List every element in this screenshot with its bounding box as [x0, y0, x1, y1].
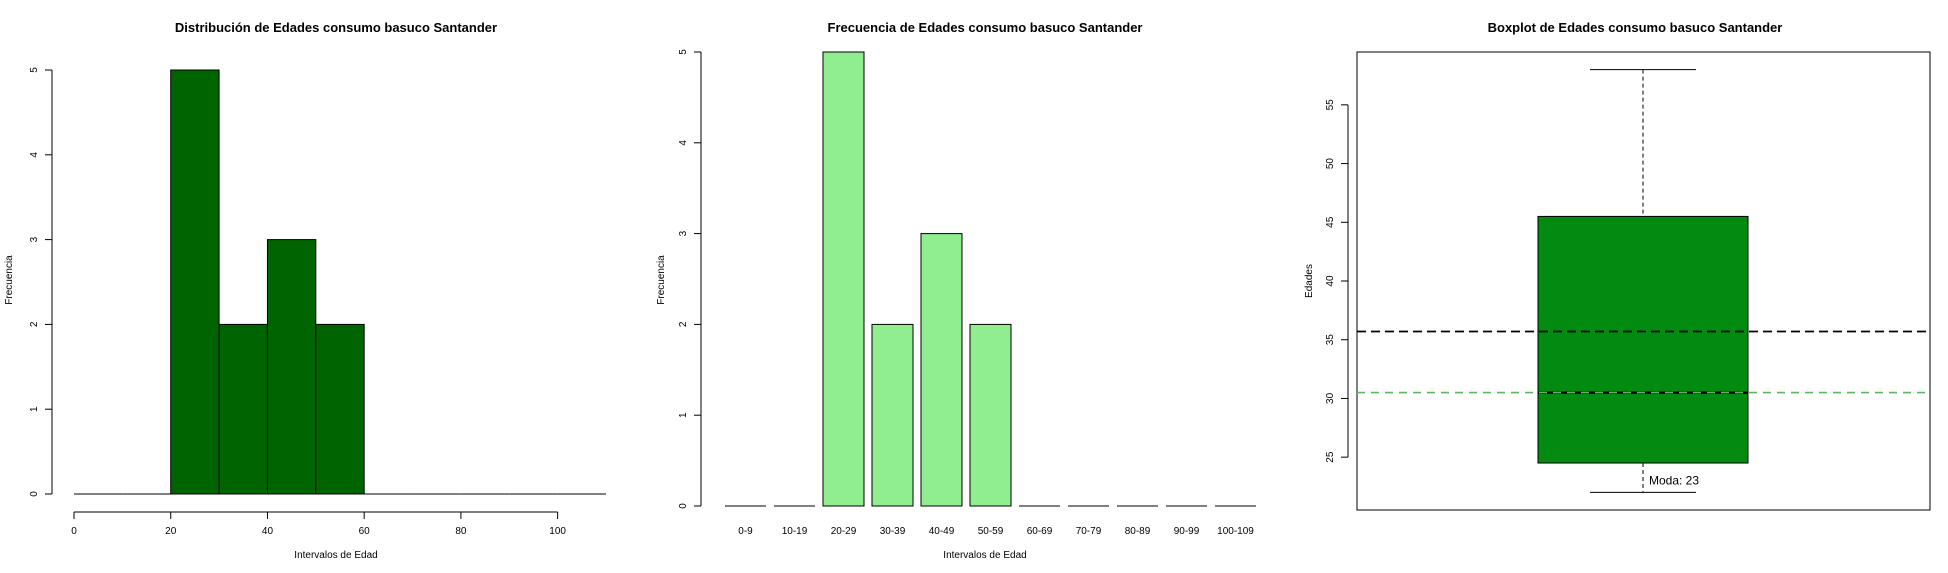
- histogram-axes: 0 20 40 60 80 100 0 1 2 3 4 5: [29, 67, 566, 537]
- boxplot-ylabel: Edades: [1304, 264, 1315, 298]
- histogram-bar: [315, 323, 365, 495]
- barplot-xlabel: Intervalos de Edad: [943, 550, 1026, 561]
- barplot-x-tick-label: 50-59: [978, 526, 1004, 537]
- boxplot-frame: [1356, 51, 1931, 511]
- histogram-x-tick-label: 60: [359, 526, 371, 537]
- barplot-x-tick-label: 100-109: [1217, 526, 1254, 537]
- histogram-chart: Distribución de Edades consumo basuco Sa…: [4, 20, 606, 561]
- barplot-x-tick-label: 60-69: [1027, 526, 1053, 537]
- histogram-bar: [170, 69, 220, 495]
- barplot-x-tick-label: 40-49: [929, 526, 955, 537]
- histogram-x-tick-label: 100: [549, 526, 566, 537]
- barplot-y-tick-label: 5: [678, 49, 689, 55]
- boxplot-y-tick-label: 55: [1325, 99, 1336, 111]
- barplot-y-tick-label: 3: [678, 230, 689, 236]
- barplot-x-tick-label: 0-9: [738, 526, 753, 537]
- barplot-bar: [920, 233, 963, 507]
- histogram-bars: [74, 69, 606, 495]
- boxplot-chart: Boxplot de Edades consumo basuco Santand…: [1304, 20, 1931, 511]
- histogram-bar: [266, 239, 317, 495]
- barplot-y-tick-label: 2: [678, 321, 689, 327]
- histogram-x-tick-label: 0: [71, 526, 77, 537]
- barplot-bars: [725, 51, 1256, 507]
- histogram-y-tick-label: 0: [29, 491, 40, 497]
- barplot-ylabel: Frecuencia: [656, 255, 667, 305]
- histogram-y-tick-label: 4: [29, 152, 40, 158]
- barplot-bar: [822, 51, 865, 507]
- barplot-axes: 0-9 10-19 20-29 30-39 40-49 50-59 60-69 70-79 80…: [678, 49, 1254, 537]
- boxplot-mode-annotation: Moda: 23: [1649, 474, 1699, 488]
- boxplot-box: [1537, 215, 1749, 464]
- histogram-x-tick-label: 80: [455, 526, 467, 537]
- boxplot-body: 25 30 35 40 45 50 55: [1325, 51, 1931, 511]
- histogram-y-tick-label: 1: [29, 406, 40, 412]
- histogram-xlabel: Intervalos de Edad: [294, 550, 377, 561]
- barplot-y-tick-label: 0: [678, 503, 689, 509]
- histogram-ylabel: Frecuencia: [4, 255, 15, 305]
- histogram-y-tick-label: 5: [29, 67, 40, 73]
- barplot-x-tick-label: 90-99: [1174, 526, 1200, 537]
- barplot-x-tick-label: 80-89: [1125, 526, 1151, 537]
- barplot-x-tick-label: 30-39: [880, 526, 906, 537]
- barplot-chart: Frecuencia de Edades consumo basuco Sant…: [656, 20, 1256, 561]
- boxplot-y-tick-label: 45: [1325, 216, 1336, 228]
- barplot-y-tick-label: 1: [678, 412, 689, 418]
- boxplot-y-tick-label: 35: [1325, 334, 1336, 346]
- histogram-title: Distribución de Edades consumo basuco Sa…: [175, 20, 497, 35]
- histogram-x-tick-label: 20: [165, 526, 177, 537]
- barplot-bar: [969, 323, 1012, 507]
- histogram-bar: [218, 323, 268, 495]
- barplot-bar: [871, 323, 914, 507]
- barplot-x-tick-label: 20-29: [831, 526, 857, 537]
- boxplot-y-tick-label: 30: [1325, 392, 1336, 404]
- barplot-x-tick-label: 10-19: [782, 526, 808, 537]
- barplot-y-tick-label: 4: [678, 140, 689, 146]
- boxplot-y-tick-label: 50: [1325, 158, 1336, 170]
- barplot-title: Frecuencia de Edades consumo basuco Sant…: [828, 20, 1143, 35]
- histogram-x-tick-label: 40: [262, 526, 274, 537]
- histogram-y-tick-label: 2: [29, 321, 40, 327]
- boxplot-y-tick-label: 25: [1325, 451, 1336, 463]
- barplot-x-tick-label: 70-79: [1076, 526, 1102, 537]
- boxplot-title: Boxplot de Edades consumo basuco Santand…: [1488, 20, 1783, 35]
- boxplot-y-tick-label: 40: [1325, 275, 1336, 287]
- histogram-y-tick-label: 3: [29, 236, 40, 242]
